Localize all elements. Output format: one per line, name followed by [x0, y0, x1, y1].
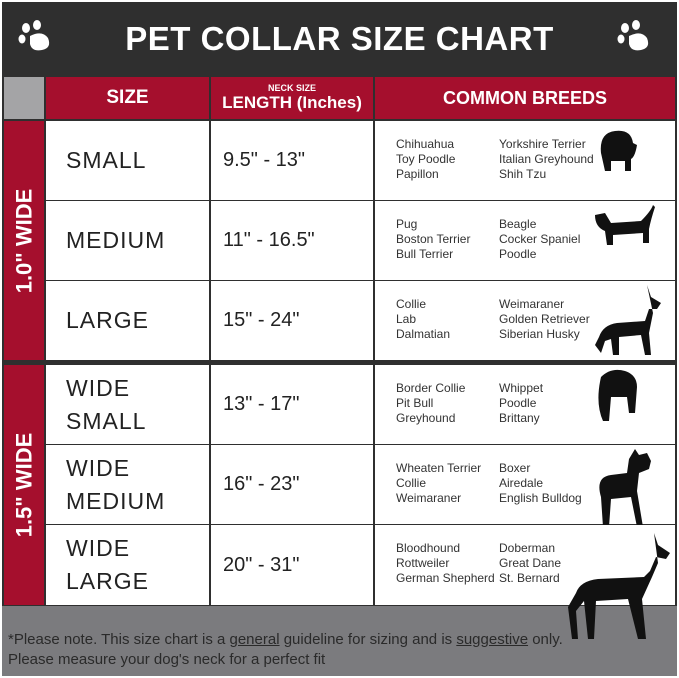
size-label: WIDE — [66, 454, 131, 481]
dog-silhouette-icon — [600, 130, 637, 171]
breed-name: Greyhound — [396, 410, 456, 425]
header-size-label: SIZE — [106, 87, 149, 108]
footer-note: *Please note. This size chart is a gener… — [2, 606, 677, 676]
breed-name: Chihuahua — [396, 136, 455, 151]
breed-name: Great Dane — [499, 556, 562, 570]
breed-name: Brittany — [499, 410, 540, 425]
group-label-1-5in: 1.5" WIDE — [4, 365, 44, 605]
size-label: SMALL — [66, 147, 147, 173]
breed-name: Boston Terrier — [396, 231, 471, 246]
breed-name: Whippet — [499, 380, 544, 395]
breed-name: Pit Bull — [396, 395, 434, 410]
breed-name: Weimaraner — [499, 296, 565, 311]
size-label: MEDIUM — [66, 487, 166, 514]
size-cell: SMALL — [46, 121, 209, 200]
breed-name: Bull Terrier — [396, 246, 454, 261]
corner-cell — [4, 77, 44, 119]
breed-name: Collie — [396, 296, 427, 311]
breed-name: Lab — [396, 311, 417, 326]
title-bar: PET COLLAR SIZE CHART — [2, 2, 677, 76]
size-label: MEDIUM — [66, 227, 166, 253]
header-length: NECK SIZE LENGTH (Inches) — [211, 77, 373, 119]
breed-name: Beagle — [499, 216, 537, 231]
breed-name: English Bulldog — [499, 490, 582, 505]
breeds-cell: Bloodhound Rottweiler German Shepherd Dober… — [375, 525, 675, 605]
breed-name: Yorkshire Terrier — [499, 136, 586, 151]
length-value: 16" - 23" — [223, 473, 300, 495]
breeds-cell: Wheaten Terrier Collie Weimaraner Boxer Aire… — [375, 445, 675, 527]
breed-name: Cocker Spaniel — [499, 231, 581, 246]
breed-name: Poodle — [499, 395, 537, 410]
length-cell: 11" - 16.5" — [211, 201, 373, 280]
breeds-cell: Border Collie Pit Bull Greyhound Whippet Poo… — [375, 365, 675, 444]
breed-name: Doberman — [499, 541, 556, 555]
breeds-cell: Chihuahua Toy Poodle Papillon Yorkshire Ter… — [375, 121, 675, 200]
note-line2: Please measure your dog's neck for a per… — [8, 651, 326, 668]
note-text: *Please note. This size chart is a — [8, 631, 230, 648]
breed-name: Collie — [396, 475, 427, 490]
length-cell: 15" - 24" — [211, 281, 373, 360]
doberman-silhouette-icon — [568, 533, 670, 639]
length-value: 20" - 31" — [223, 553, 300, 576]
breed-name: Rottweiler — [396, 556, 450, 570]
header-breeds: COMMON BREEDS — [375, 77, 675, 119]
size-label: WIDE — [66, 374, 131, 401]
group-text: 1.0" WIDE — [11, 188, 37, 293]
dog-silhouette-icon — [599, 448, 651, 527]
size-cell: MEDIUM — [46, 201, 209, 280]
note-text: guideline for sizing and is — [279, 631, 457, 648]
breed-name: Papillon — [396, 166, 439, 181]
length-value: 11" - 16.5" — [223, 229, 315, 251]
breed-name: Airedale — [499, 475, 544, 490]
breed-name: Pug — [396, 216, 418, 231]
length-cell: 9.5" - 13" — [211, 121, 373, 200]
paw-icon — [18, 20, 50, 51]
size-cell: WIDE LARGE — [46, 525, 209, 605]
breed-name: Dalmatian — [396, 326, 451, 341]
header-breeds-label: COMMON BREEDS — [442, 87, 607, 108]
length-cell: 16" - 23" — [211, 445, 373, 524]
breed-name: Boxer — [499, 460, 531, 475]
length-value: 9.5" - 13" — [223, 149, 306, 171]
breed-name: Border Collie — [396, 380, 466, 395]
size-label: LARGE — [66, 568, 149, 594]
header-neck-label: NECK SIZE — [267, 83, 316, 93]
breed-name: German Shepherd — [396, 571, 495, 585]
note-text: only. — [528, 631, 563, 648]
breed-name: Poodle — [499, 246, 537, 261]
size-cell: LARGE — [46, 281, 209, 360]
breed-name: Wheaten Terrier — [396, 460, 482, 475]
size-label: SMALL — [66, 407, 147, 434]
size-cell: WIDE MEDIUM — [46, 445, 209, 524]
length-cell: 13" - 17" — [211, 365, 373, 444]
breed-name: St. Bernard — [499, 571, 560, 585]
breed-name: Siberian Husky — [499, 326, 580, 341]
dog-silhouette-icon — [595, 284, 661, 355]
size-label: LARGE — [66, 307, 149, 333]
breed-name: Italian Greyhound — [499, 151, 594, 166]
dog-silhouette-icon — [598, 369, 637, 421]
length-value: 15" - 24" — [223, 309, 300, 331]
size-cell: WIDE SMALL — [46, 365, 209, 444]
dog-silhouette-icon — [595, 204, 655, 245]
paw-icon — [617, 20, 649, 51]
length-value: 13" - 17" — [223, 393, 300, 415]
note-suggestive: suggestive — [456, 631, 529, 648]
group-text: 1.5" WIDE — [11, 432, 37, 538]
header-size: SIZE — [46, 77, 209, 119]
breed-name: Bloodhound — [396, 541, 461, 555]
group-label-1in: 1.0" WIDE — [4, 121, 44, 360]
breeds-cell: Collie Lab Dalmatian Weimaraner Golden Retri… — [375, 281, 675, 360]
page-title: PET COLLAR SIZE CHART — [125, 20, 554, 57]
note-general: general — [229, 631, 280, 648]
breed-name: Toy Poodle — [396, 151, 456, 166]
breeds-cell: Pug Boston Terrier Bull Terrier Beagle Cocke… — [375, 201, 675, 280]
breed-name: Weimaraner — [396, 490, 462, 505]
header-length-label: LENGTH (Inches) — [222, 93, 362, 112]
size-label: WIDE — [66, 535, 131, 561]
breed-name: Golden Retriever — [499, 311, 590, 326]
breed-name: Shih Tzu — [499, 166, 547, 181]
length-cell: 20" - 31" — [211, 525, 373, 605]
